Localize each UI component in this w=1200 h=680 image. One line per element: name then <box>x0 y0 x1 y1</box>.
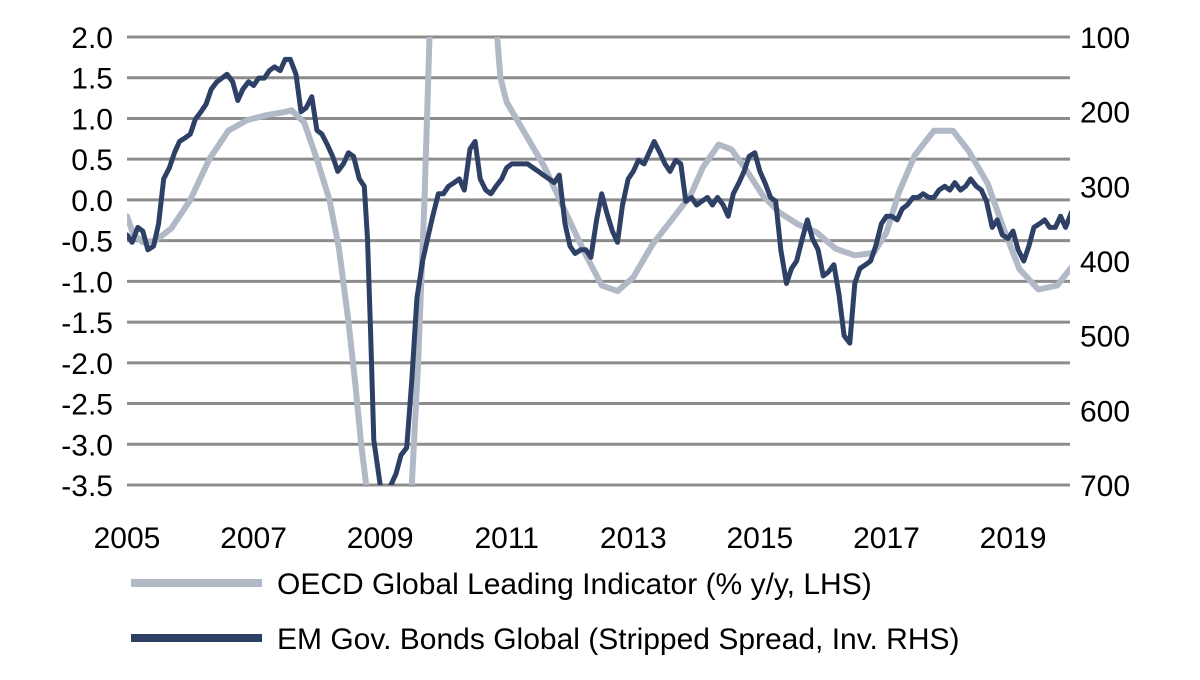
right-tick-label: 500 <box>1080 321 1130 354</box>
legend-label-oecd: OECD Global Leading Indicator (% y/y, LH… <box>277 568 872 601</box>
left-tick-label: -0.5 <box>61 226 113 259</box>
right-axis-tick-labels: 100 200 300 400 500 600 700 <box>1080 22 1130 503</box>
left-tick-label: 1.5 <box>71 63 113 96</box>
x-tick-label: 2013 <box>600 522 667 555</box>
right-tick-label: 700 <box>1080 470 1130 503</box>
x-tick-label: 2019 <box>980 522 1047 555</box>
left-tick-label: -3.5 <box>61 470 113 503</box>
left-tick-label: -1.5 <box>61 307 113 340</box>
left-tick-label: 1.0 <box>71 103 113 136</box>
left-tick-label: -3.0 <box>61 429 113 462</box>
left-tick-label: 2.0 <box>71 22 113 55</box>
x-axis-tick-labels: 2005 2007 2009 2011 2013 2015 2017 2019 <box>94 522 1047 555</box>
right-tick-label: 200 <box>1080 97 1130 130</box>
x-tick-label: 2017 <box>853 522 920 555</box>
x-tick-label: 2007 <box>220 522 287 555</box>
left-tick-label: -2.5 <box>61 389 113 422</box>
left-axis-tick-labels: 2.0 1.5 1.0 0.5 0.0 -0.5 -1.0 -1.5 -2.0 -2.5 -3.0 -… <box>61 22 113 503</box>
series-line-oecd-segment <box>127 107 370 485</box>
series-line-em-bonds <box>127 56 1070 485</box>
right-tick-label: 300 <box>1080 171 1130 204</box>
left-tick-label: 0.0 <box>71 185 113 218</box>
series-layer <box>127 37 1070 485</box>
x-tick-label: 2015 <box>727 522 794 555</box>
right-tick-label: 400 <box>1080 246 1130 279</box>
legend-item-em-bonds: EM Gov. Bonds Global (Stripped Spread, I… <box>131 623 960 656</box>
legend-item-oecd: OECD Global Leading Indicator (% y/y, LH… <box>131 568 872 601</box>
left-tick-label: 0.5 <box>71 144 113 177</box>
x-tick-label: 2011 <box>474 522 539 555</box>
left-tick-label: -2.0 <box>61 348 113 381</box>
legend-label-em-bonds: EM Gov. Bonds Global (Stripped Spread, I… <box>277 623 960 656</box>
legend: OECD Global Leading Indicator (% y/y, LH… <box>131 568 960 656</box>
left-tick-label: -1.0 <box>61 266 113 299</box>
gridlines <box>127 35 1070 487</box>
right-tick-label: 100 <box>1080 22 1130 55</box>
x-tick-label: 2009 <box>347 522 414 555</box>
x-tick-label: 2005 <box>94 522 161 555</box>
series-line-oecd-segment <box>494 37 1070 295</box>
right-tick-label: 600 <box>1080 395 1130 428</box>
